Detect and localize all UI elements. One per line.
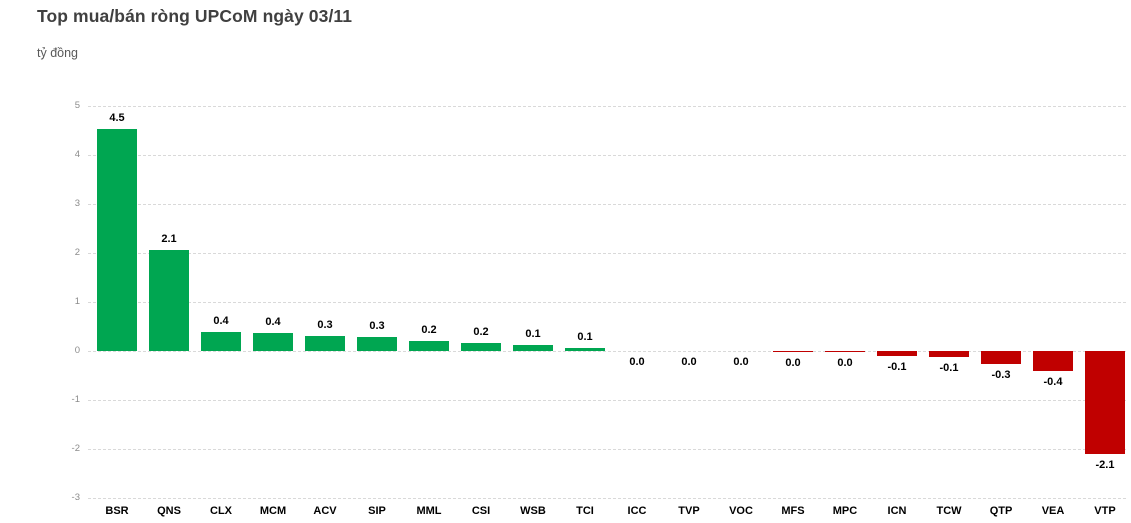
bar-value-label: 0.2 [421, 324, 437, 337]
bar-sip [357, 337, 397, 351]
bar-value-label: -2.1 [1095, 458, 1115, 471]
bar-value-label: -0.1 [939, 362, 959, 375]
bar-value-label: 0.1 [577, 330, 593, 343]
x-axis-label-voc: VOC [729, 505, 753, 517]
y-tick-label: 0 [74, 345, 80, 356]
x-axis-label-vtp: VTP [1094, 505, 1116, 517]
bar-value-label: 0.0 [733, 356, 749, 368]
bar-icn [877, 351, 917, 356]
x-axis-label-tci: TCI [576, 505, 594, 517]
bar-csi [461, 342, 501, 351]
bar-qtp [981, 351, 1021, 365]
bar-value-label: 0.4 [265, 316, 281, 329]
bar-bsr [97, 129, 137, 351]
x-axis-label-clx: CLX [210, 505, 232, 517]
bar-mpc [825, 351, 865, 353]
y-tick-label: -3 [71, 492, 80, 503]
x-axis-label-icc: ICC [627, 505, 647, 517]
y-tick-label: 2 [74, 247, 80, 258]
grid-line [88, 155, 1128, 156]
bar-tcw [929, 351, 969, 358]
bar-value-label: -0.4 [1043, 375, 1063, 388]
x-axis-label-tvp: TVP [678, 505, 700, 517]
x-axis-label-qns: QNS [157, 505, 181, 517]
x-axis-label-wsb: WSB [520, 505, 546, 517]
bar-vtp [1085, 351, 1125, 454]
bar-value-label: 0.4 [213, 315, 229, 328]
bar-value-label: -0.3 [991, 369, 1011, 382]
grid-line [88, 351, 1128, 352]
y-tick-label: 4 [74, 149, 80, 160]
bar-value-label: 0.2 [473, 325, 489, 338]
bar-value-label: 0.3 [369, 320, 385, 333]
chart-title: Top mua/bán ròng UPCoM ngày 03/11 [37, 6, 353, 26]
bar-value-label: 0.0 [681, 356, 697, 368]
grid-line [88, 106, 1128, 107]
x-axis-label-mcm: MCM [259, 505, 287, 517]
grid-line [88, 204, 1128, 205]
x-axis-label-icn: ICN [887, 505, 907, 517]
bar-value-label: 2.1 [161, 232, 177, 245]
bar-mfs [773, 351, 813, 353]
x-axis-label-csi: CSI [471, 505, 491, 517]
x-axis-label-vea: VEA [1041, 505, 1065, 517]
bar-mcm [253, 333, 293, 351]
bar-value-label: 0.3 [317, 319, 333, 332]
bar-value-label: 4.5 [109, 112, 125, 125]
x-axis-label-mfs: MFS [781, 505, 805, 517]
bar-value-label: 0.0 [837, 357, 853, 370]
grid-line [88, 253, 1128, 254]
bar-qns [149, 249, 189, 351]
x-axis-label-mpc: MPC [832, 505, 858, 517]
bar-tci [565, 347, 605, 351]
bar-mml [409, 341, 449, 351]
bar-clx [201, 332, 241, 351]
bar-value-label: 0.0 [785, 357, 801, 370]
bar-value-label: 0.0 [629, 356, 645, 368]
grid-line [88, 449, 1128, 450]
grid-line [88, 498, 1128, 499]
y-tick-label: 5 [74, 100, 80, 111]
x-axis-label-tcw: TCW [936, 505, 962, 517]
grid-line [88, 400, 1128, 401]
grid-line [88, 302, 1128, 303]
y-tick-label: 3 [74, 198, 80, 209]
y-tick-label: 1 [74, 296, 80, 307]
y-tick-label: -1 [71, 394, 80, 405]
x-axis-label-qtp: QTP [989, 505, 1013, 517]
x-axis-label-bsr: BSR [105, 505, 129, 517]
x-axis-label-acv: ACV [313, 505, 337, 517]
chart-unit-label: tỷ đồng [37, 46, 79, 60]
x-axis-label-mml: MML [416, 505, 442, 517]
x-axis-label-sip: SIP [368, 505, 386, 517]
bar-value-label: -0.1 [887, 360, 907, 373]
bar-acv [305, 336, 345, 351]
bar-value-label: 0.1 [525, 328, 541, 341]
y-tick-label: -2 [71, 443, 80, 454]
bar-wsb [513, 345, 553, 351]
bar-vea [1033, 351, 1073, 371]
